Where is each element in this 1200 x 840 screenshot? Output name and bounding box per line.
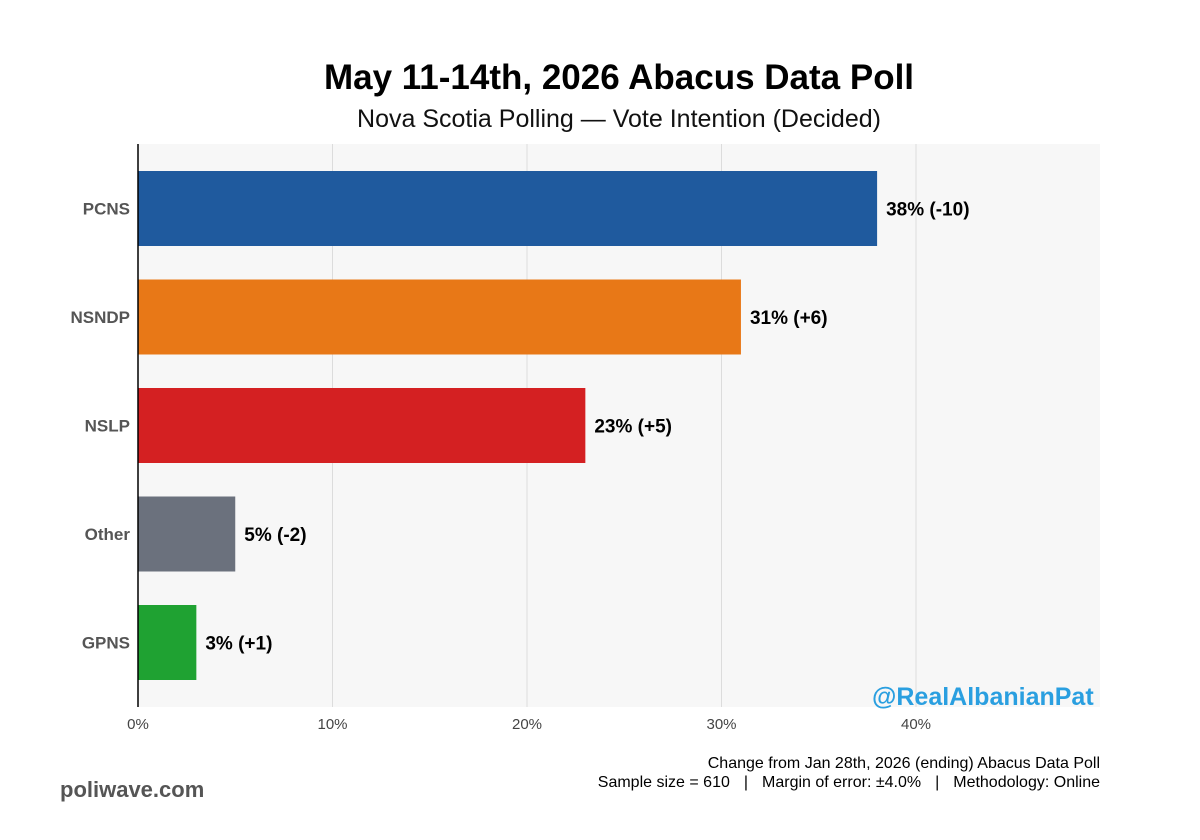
category-label: PCNS: [83, 200, 130, 219]
watermark-handle: @RealAlbanianPat: [872, 683, 1094, 711]
bar-nslp: [138, 388, 586, 463]
footnote-sample-size: Sample size = 610: [597, 774, 730, 791]
x-tick-label: 20%: [512, 716, 542, 733]
x-tick-label: 40%: [901, 716, 931, 733]
footnote-separator: |: [743, 774, 749, 791]
bar-nsndp: [138, 279, 741, 355]
footnote-methodology-line: Sample size = 610 | Margin of error: ±4.0%…: [598, 773, 1100, 792]
bar-gpns: [138, 605, 197, 680]
bar-other: [138, 496, 236, 572]
bar-pcns: [138, 171, 878, 246]
category-label: NSLP: [85, 417, 130, 436]
footnote-separator: |: [935, 774, 940, 791]
data-label: 38% (-10): [886, 200, 969, 221]
footnote: Change from Jan 28th, 2026 (ending) Abac…: [598, 754, 1100, 792]
data-label: 23% (+5): [594, 417, 672, 438]
data-label: 3% (+1): [205, 634, 272, 655]
data-label: 5% (-2): [244, 525, 306, 546]
x-tick-label: 10%: [317, 716, 347, 733]
footnote-margin-of-error: Margin of error: ±4.0%: [762, 774, 922, 791]
footnote-method: Methodology: Online: [953, 774, 1100, 791]
x-tick-label: 30%: [706, 716, 736, 733]
chart-subtitle: Nova Scotia Polling — Vote Intention (De…: [357, 105, 881, 133]
data-label: 31% (+6): [750, 308, 828, 329]
category-label: NSNDP: [70, 308, 130, 327]
category-label: Other: [85, 525, 131, 544]
footnote-change-reference: Change from Jan 28th, 2026 (ending) Abac…: [707, 755, 1100, 772]
category-label: GPNS: [82, 634, 130, 653]
brand-logo-text: poliwave.com: [60, 777, 205, 802]
chart-title: May 11-14th, 2026 Abacus Data Poll: [323, 58, 915, 97]
x-tick-label: 0%: [127, 716, 149, 733]
